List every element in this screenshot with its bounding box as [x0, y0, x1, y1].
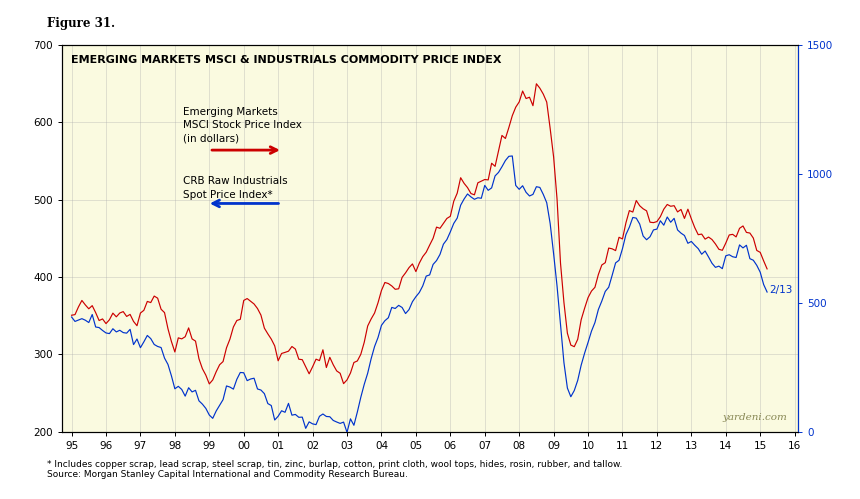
Text: CRB Raw Industrials
Spot Price Index*: CRB Raw Industrials Spot Price Index* — [183, 176, 288, 200]
Text: 2/13: 2/13 — [770, 285, 793, 295]
Text: Figure 31.: Figure 31. — [47, 17, 115, 30]
Text: Emerging Markets
MSCI Stock Price Index
(in dollars): Emerging Markets MSCI Stock Price Index … — [183, 107, 302, 143]
Text: * Includes copper scrap, lead scrap, steel scrap, tin, zinc, burlap, cotton, pri: * Includes copper scrap, lead scrap, ste… — [47, 460, 623, 480]
Text: EMERGING MARKETS MSCI & INDUSTRIALS COMMODITY PRICE INDEX: EMERGING MARKETS MSCI & INDUSTRIALS COMM… — [71, 54, 501, 64]
Text: yardeni.com: yardeni.com — [722, 413, 787, 422]
